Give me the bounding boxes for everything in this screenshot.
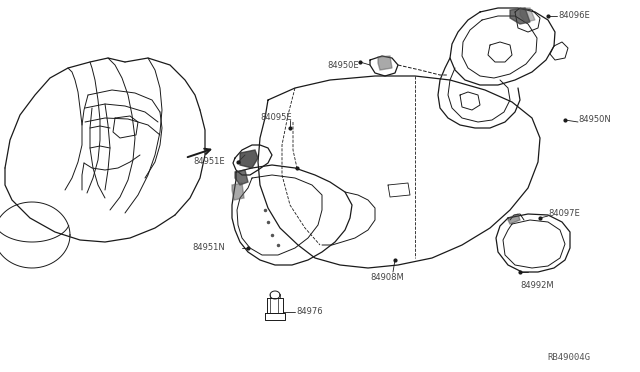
Polygon shape — [240, 150, 258, 168]
Text: 84976: 84976 — [296, 308, 323, 317]
Text: 84096E: 84096E — [558, 12, 589, 20]
Polygon shape — [232, 183, 244, 200]
Text: 84908M: 84908M — [370, 273, 404, 282]
Text: 84950N: 84950N — [578, 115, 611, 125]
Text: 84951E: 84951E — [193, 157, 225, 167]
Polygon shape — [510, 8, 530, 24]
Polygon shape — [235, 170, 248, 185]
Text: 84950E: 84950E — [327, 61, 358, 70]
Text: 84095E: 84095E — [260, 113, 292, 122]
Text: 84951N: 84951N — [192, 244, 225, 253]
Text: 84097E: 84097E — [548, 208, 580, 218]
Polygon shape — [520, 8, 535, 22]
Text: 84992M: 84992M — [520, 280, 554, 289]
Text: RB49004G: RB49004G — [547, 353, 590, 362]
Polygon shape — [378, 56, 392, 70]
Polygon shape — [508, 214, 520, 224]
